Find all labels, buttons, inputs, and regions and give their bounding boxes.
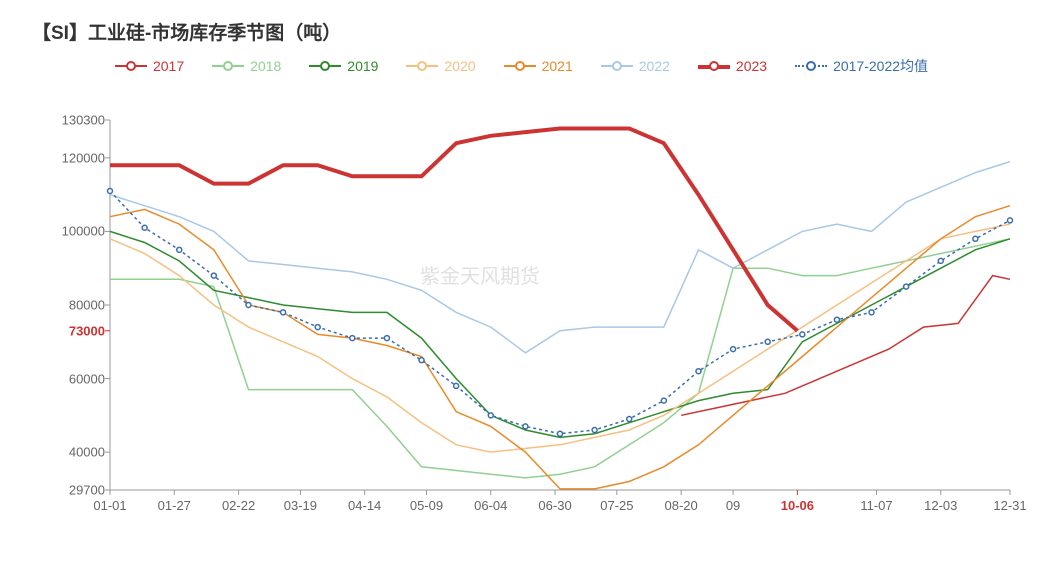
- x-axis-label: 12-31: [993, 498, 1026, 513]
- series-line: [110, 239, 1010, 478]
- y-axis-label: 73000: [45, 323, 105, 338]
- legend-item[interactable]: 2019: [309, 56, 378, 76]
- y-axis-label: 40000: [45, 445, 105, 460]
- x-axis-label: 10-06: [781, 498, 814, 513]
- series-line: [110, 129, 797, 331]
- legend-label: 2020: [444, 58, 475, 74]
- legend-item[interactable]: 2022: [601, 56, 670, 76]
- x-axis-label: 01-27: [158, 498, 191, 513]
- legend-label: 2022: [639, 58, 670, 74]
- legend-item[interactable]: 2017: [115, 56, 184, 76]
- x-axis-label: 12-03: [924, 498, 957, 513]
- legend-item[interactable]: 2020: [406, 56, 475, 76]
- x-axis-label: 04-14: [348, 498, 381, 513]
- legend: 2017 2018 2019 2020 2021 2022 2023 2017-2022均值: [0, 56, 1043, 76]
- series-line: [110, 231, 1010, 437]
- y-axis-label: 80000: [45, 298, 105, 313]
- legend-label: 2017: [153, 58, 184, 74]
- legend-label: 2017-2022均值: [833, 56, 928, 76]
- x-axis-label: 11-07: [860, 498, 892, 513]
- y-axis-label: 60000: [45, 371, 105, 386]
- series-line: [110, 206, 1010, 489]
- legend-item[interactable]: 2018: [212, 56, 281, 76]
- legend-item[interactable]: 2021: [504, 56, 573, 76]
- y-axis-label: 120000: [45, 150, 105, 165]
- plot-area: 1303001200001000008000073000600004000029…: [110, 120, 1010, 490]
- series-line: [110, 191, 1010, 434]
- legend-item[interactable]: 2023: [698, 56, 767, 76]
- x-axis-label: 09: [726, 498, 740, 513]
- x-axis-label: 08-20: [665, 498, 698, 513]
- x-axis-label: 03-19: [284, 498, 317, 513]
- y-axis-label: 29700: [45, 483, 105, 498]
- chart-title: 【SI】工业硅-市场库存季节图（吨）: [32, 18, 341, 45]
- x-axis-label: 05-09: [410, 498, 443, 513]
- x-axis-label: 06-04: [474, 498, 507, 513]
- legend-item[interactable]: 2017-2022均值: [795, 56, 928, 76]
- legend-label: 2021: [542, 58, 573, 74]
- x-axis-label: 02-22: [222, 498, 255, 513]
- x-axis-label: 07-25: [600, 498, 633, 513]
- legend-label: 2023: [736, 58, 767, 74]
- y-axis-label: 130300: [45, 113, 105, 128]
- line-chart-svg: [110, 120, 1010, 490]
- legend-label: 2018: [250, 58, 281, 74]
- x-axis-label: 01-01: [93, 498, 126, 513]
- legend-label: 2019: [347, 58, 378, 74]
- y-axis-label: 100000: [45, 224, 105, 239]
- chart-container: 【SI】工业硅-市场库存季节图（吨） 201720182019202020212…: [0, 0, 1043, 580]
- x-axis-label: 06-30: [538, 498, 571, 513]
